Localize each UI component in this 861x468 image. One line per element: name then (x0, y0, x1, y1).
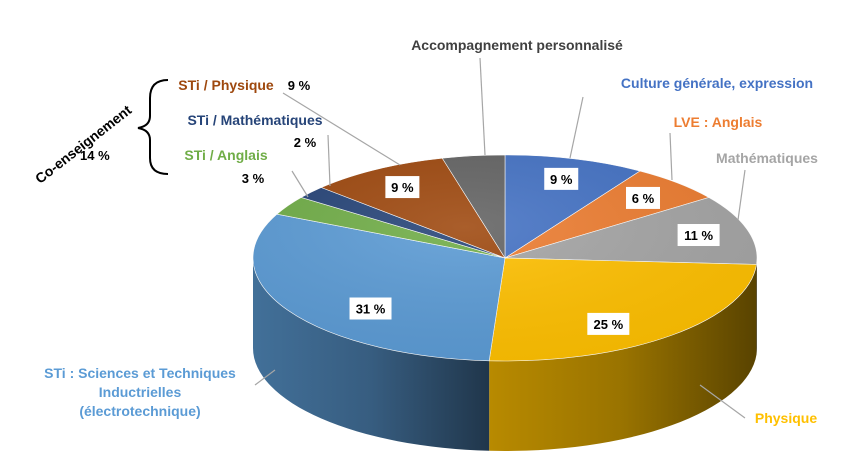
slice-name-sti-sciences-et-techniques-inductrielles-electrotechnique-line-3: (électrotechnique) (79, 403, 200, 419)
slice-side-sti-sciences-et-techniques-inductrielles-electrotechnique (253, 258, 490, 451)
group-brace-icon (137, 79, 169, 175)
pie-sides (253, 258, 757, 451)
pct-box-culture-generale-expression (544, 167, 579, 190)
slice-name-accompagnement-personnalise: Accompagnement personnalisé (411, 37, 623, 53)
slice-name-sti-sciences-et-techniques-inductrielles-electrotechnique-line-2: Inductrielles (99, 384, 182, 400)
leader-accompagnement-personnalise (479, 57, 486, 156)
leader-culture-generale-expression (569, 96, 584, 159)
slice-side-physique (489, 264, 757, 451)
pct-box-sti-physique (385, 176, 420, 199)
slice-name-sti-anglais: STi / Anglais (184, 147, 267, 163)
slice-name-sti-sciences-et-techniques-inductrielles-electrotechnique-line-1: STi : Sciences et Techniques (44, 365, 236, 381)
pct-label-culture-generale-expression: 9 % (550, 172, 573, 187)
leader-mathematiques (737, 169, 746, 221)
leader-sti-mathematiques (327, 134, 331, 187)
percentage-labels: 9 % 6 % 11 % 25 % 31 % 9 % (349, 167, 720, 335)
pie-sheen (253, 155, 757, 361)
slice-name-culture-generale-expression: Culture générale, expression (621, 75, 813, 91)
leader-sti-anglais (291, 170, 309, 198)
leader-sti-physique (282, 92, 401, 166)
slice-name-physique: Physique (755, 410, 817, 426)
pct-label-sti-physique: 9 % (288, 78, 311, 93)
slice-name-mathematiques: Mathématiques (716, 150, 818, 166)
pct-box-physique (587, 312, 630, 335)
pct-box-lve-anglais (626, 186, 661, 209)
pct-box-mathematiques (677, 224, 720, 247)
leader-sti-sciences-et-techniques-inductrielles-electrotechnique (254, 369, 276, 386)
pct-label-sti-physique: 9 % (391, 180, 414, 195)
slice-name-sti-physique: STi / Physique (178, 77, 274, 93)
leader-physique (699, 384, 746, 419)
pct-box-sti-sciences-et-techniques-inductrielles-electrotechnique (349, 297, 392, 320)
slice-name-lve-anglais: LVE : Anglais (674, 114, 763, 130)
pct-label-sti-sciences-et-techniques-inductrielles-electrotechnique: 31 % (356, 302, 386, 317)
pct-label-mathematiques: 11 % (684, 228, 713, 243)
group-value-label: 14 % (80, 148, 110, 163)
pct-label-sti-anglais: 3 % (242, 171, 265, 186)
pct-label-lve-anglais: 6 % (632, 191, 655, 206)
pie-tops (252, 154, 758, 362)
pct-label-sti-mathematiques: 2 % (294, 135, 317, 150)
leader-lines (254, 57, 746, 419)
leader-lve-anglais (669, 132, 673, 181)
slice-labels: Culture générale, expression LVE : Anglai… (44, 37, 818, 426)
slice-name-sti-mathematiques: STi / Mathématiques (187, 112, 322, 128)
pct-label-physique: 25 % (594, 317, 624, 332)
